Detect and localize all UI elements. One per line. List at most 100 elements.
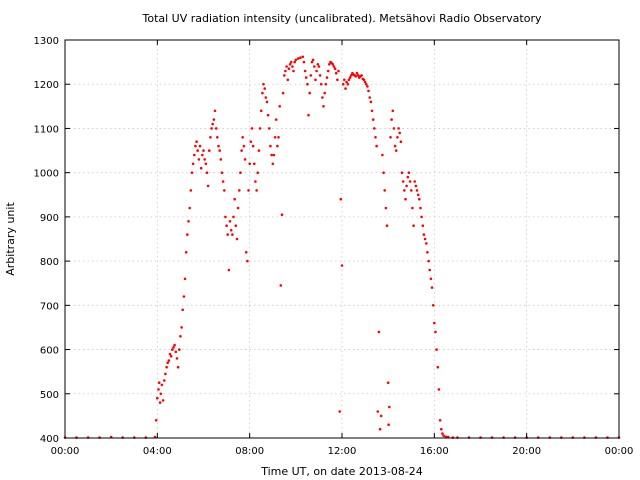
data-point bbox=[224, 215, 227, 219]
data-point bbox=[293, 60, 297, 64]
data-point bbox=[311, 58, 315, 62]
data-point bbox=[308, 91, 312, 95]
data-point bbox=[419, 206, 422, 210]
y-tick-label: 700 bbox=[40, 301, 59, 312]
data-point bbox=[233, 197, 236, 201]
data-point bbox=[157, 381, 161, 385]
data-point bbox=[187, 220, 190, 223]
data-point bbox=[288, 63, 292, 66]
gridlines bbox=[65, 40, 619, 438]
data-point bbox=[348, 76, 352, 79]
data-point bbox=[270, 153, 273, 157]
data-point bbox=[175, 357, 179, 360]
x-tick-label: 04:00 bbox=[143, 446, 172, 457]
data-point bbox=[414, 184, 418, 188]
data-point bbox=[392, 127, 396, 130]
data-point bbox=[235, 237, 239, 241]
y-tick-label: 1100 bbox=[34, 124, 59, 135]
data-point bbox=[319, 82, 323, 86]
data-point bbox=[356, 74, 360, 77]
data-point bbox=[285, 65, 288, 68]
x-tick-labels: 00:00 04:00 08:00 12:00 16:00 20:00 00:00 bbox=[51, 446, 634, 457]
data-point bbox=[363, 80, 367, 84]
data-point bbox=[208, 149, 211, 152]
data-point bbox=[262, 82, 265, 86]
data-point bbox=[346, 82, 350, 86]
data-point bbox=[193, 153, 196, 157]
data-point bbox=[292, 69, 295, 73]
data-point bbox=[195, 140, 198, 143]
data-point bbox=[228, 220, 232, 223]
data-point bbox=[291, 65, 294, 68]
data-point bbox=[280, 213, 284, 216]
data-point bbox=[401, 180, 405, 183]
data-point bbox=[168, 352, 172, 356]
data-point bbox=[197, 158, 201, 161]
data-point bbox=[318, 74, 322, 77]
data-point bbox=[174, 350, 178, 354]
data-point bbox=[343, 78, 346, 82]
data-point bbox=[289, 60, 293, 64]
data-point bbox=[220, 171, 224, 174]
data-point bbox=[206, 184, 210, 188]
data-point bbox=[172, 346, 175, 349]
data-point bbox=[259, 109, 263, 113]
data-point bbox=[440, 427, 443, 431]
data-point bbox=[385, 224, 389, 227]
data-point bbox=[399, 140, 403, 143]
data-point bbox=[374, 136, 377, 139]
data-point bbox=[435, 348, 438, 351]
data-point bbox=[253, 162, 256, 166]
data-point bbox=[281, 91, 285, 95]
data-point bbox=[226, 233, 229, 236]
data-point bbox=[304, 76, 308, 79]
x-tick-label: 00:00 bbox=[605, 446, 634, 457]
data-point bbox=[165, 365, 168, 369]
data-point bbox=[313, 65, 316, 68]
data-point bbox=[294, 58, 298, 62]
data-point bbox=[264, 96, 268, 99]
data-point bbox=[382, 171, 385, 174]
data-point bbox=[210, 127, 213, 130]
data-point bbox=[314, 78, 317, 82]
data-point bbox=[225, 224, 228, 227]
data-point bbox=[258, 127, 262, 130]
data-point bbox=[205, 171, 209, 174]
data-point bbox=[373, 127, 376, 130]
data-point bbox=[296, 57, 300, 60]
data-point bbox=[231, 233, 234, 236]
data-point bbox=[180, 326, 183, 329]
data-point bbox=[309, 74, 313, 77]
data-point bbox=[370, 109, 374, 113]
data-point bbox=[306, 82, 309, 86]
y-tick-labels: 400 500 600 700 800 900 1000 1100 1200 1300 bbox=[34, 36, 59, 445]
data-point bbox=[421, 224, 425, 227]
data-point bbox=[369, 100, 373, 104]
data-point bbox=[248, 162, 251, 166]
data-point bbox=[384, 206, 388, 210]
data-point bbox=[213, 109, 217, 113]
data-point bbox=[386, 381, 390, 385]
data-point bbox=[201, 153, 204, 157]
data-point bbox=[404, 197, 407, 201]
y-tick-label: 600 bbox=[40, 346, 59, 357]
data-point bbox=[376, 410, 380, 413]
data-point bbox=[246, 259, 249, 263]
data-point bbox=[279, 284, 283, 287]
data-point bbox=[266, 113, 270, 117]
data-point bbox=[274, 118, 278, 121]
data-point bbox=[159, 392, 163, 396]
data-point bbox=[176, 365, 180, 369]
data-point bbox=[345, 80, 348, 84]
data-point bbox=[315, 69, 318, 73]
data-point bbox=[406, 175, 410, 179]
data-point bbox=[272, 153, 276, 157]
data-point bbox=[286, 78, 290, 82]
data-point bbox=[332, 65, 336, 68]
data-point bbox=[367, 89, 370, 93]
data-point bbox=[190, 171, 194, 174]
data-point bbox=[227, 268, 231, 272]
data-point bbox=[247, 189, 250, 192]
axis-ticks bbox=[64, 39, 620, 439]
data-point bbox=[178, 348, 181, 351]
